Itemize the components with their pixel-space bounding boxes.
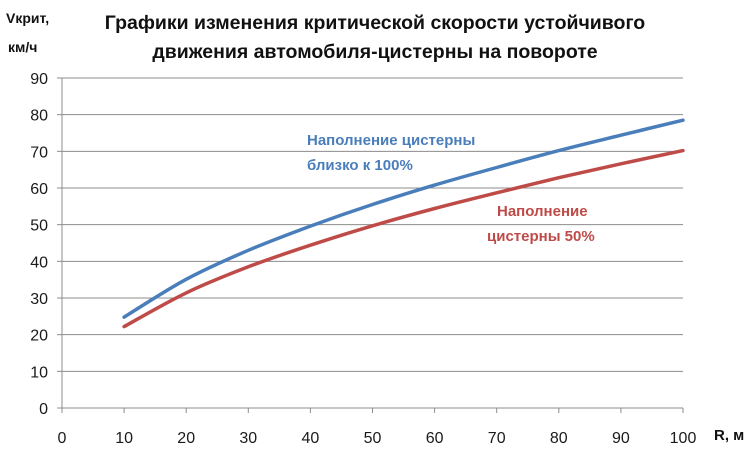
x-tick-labels: 0 10 20 30 40 50 60 70 80 90 100 xyxy=(58,430,697,447)
x-tick-label: 70 xyxy=(488,430,506,447)
x-tick-label: 100 xyxy=(670,430,697,447)
chart-title-line2: движения автомобиля-цистерны на повороте xyxy=(152,41,597,63)
series-label-half-line2: цистерны 50% xyxy=(487,228,595,245)
axes xyxy=(61,78,683,409)
y-tick-label: 20 xyxy=(30,328,48,345)
chart-title-line1: Графики изменения критической скорости у… xyxy=(105,12,646,34)
y-axis-label-line2: км/ч xyxy=(8,39,37,55)
x-axis-label: R, м xyxy=(714,427,744,444)
y-tick-label: 90 xyxy=(30,71,48,88)
series-line-0 xyxy=(122,118,685,319)
x-tick-label: 40 xyxy=(302,430,320,447)
y-tick-label: 40 xyxy=(30,254,48,271)
y-tick-label: 60 xyxy=(30,181,48,198)
y-tick-label: 10 xyxy=(30,364,48,381)
x-tick-label: 20 xyxy=(177,430,195,447)
x-tick-label: 50 xyxy=(364,430,382,447)
series-label-full-line2: близко к 100% xyxy=(307,157,413,174)
y-axis-label-line1: Vкрит, xyxy=(6,10,49,26)
y-tick-label: 30 xyxy=(30,291,48,308)
x-tick-label: 30 xyxy=(239,430,257,447)
y-tick-label: 80 xyxy=(30,108,48,125)
series-label-full-line1: Наполнение цистерны xyxy=(307,132,475,149)
series-lines xyxy=(122,118,685,329)
gridlines xyxy=(57,77,684,413)
x-tick-label: 10 xyxy=(115,430,133,447)
y-tick-labels: 0 10 20 30 40 50 60 70 80 90 xyxy=(30,71,48,418)
x-tick-label: 0 xyxy=(58,430,67,447)
series-line-1 xyxy=(122,148,685,329)
y-tick-label: 70 xyxy=(30,144,48,161)
x-tick-label: 90 xyxy=(612,430,630,447)
x-tick-label: 80 xyxy=(550,430,568,447)
x-tick-label: 60 xyxy=(426,430,444,447)
y-tick-label: 0 xyxy=(39,401,48,418)
series-label-half-line1: Наполнение xyxy=(497,203,588,220)
y-tick-label: 50 xyxy=(30,218,48,235)
